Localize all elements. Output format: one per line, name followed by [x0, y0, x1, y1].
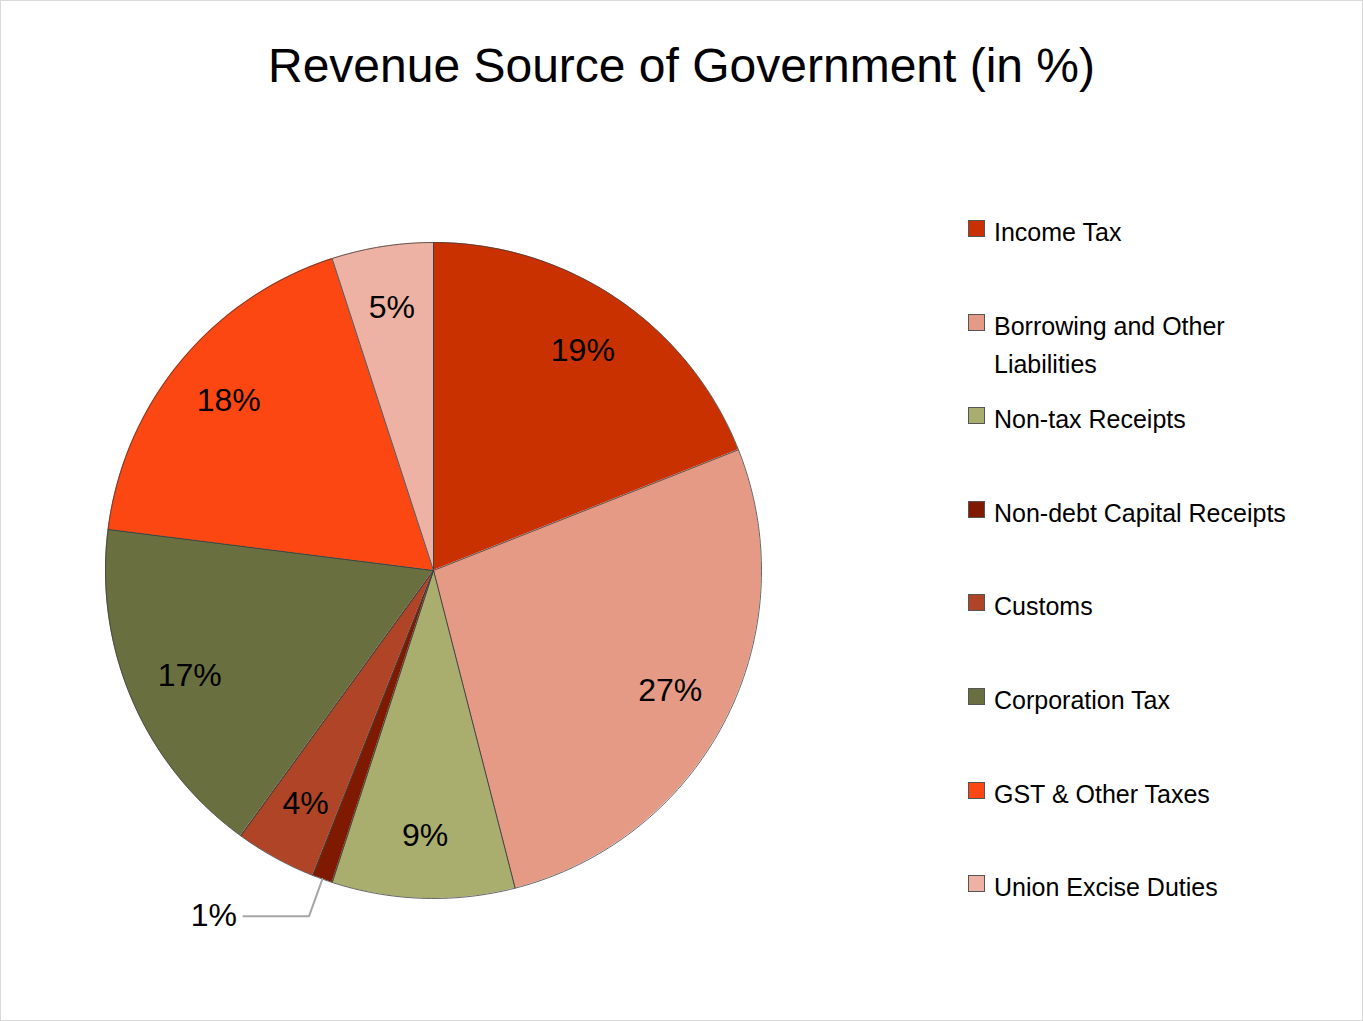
svg-text:9%: 9%: [402, 817, 448, 853]
html-text:Borrowing and Other Liabilitie: Borrowing and Other Liabilities: [994, 311, 1225, 378]
svg-text:1%: 1%: [191, 897, 237, 933]
svg-text:18%: 18%: [197, 382, 261, 418]
html-text:Revenue Source of Government (: Revenue Source of Government (in %): [268, 39, 1095, 92]
svg-text:27%: 27%: [638, 672, 702, 708]
html-text:Corporation Tax: Corporation Tax: [994, 686, 1170, 714]
html-text:Customs: Customs: [994, 592, 1093, 621]
svg-text:5%: 5%: [369, 289, 415, 325]
html-text:Income Tax: Income Tax: [994, 218, 1122, 246]
svg-text:19%: 19%: [551, 332, 615, 368]
svg-text:4%: 4%: [282, 785, 328, 821]
svg-text:17%: 17%: [158, 657, 222, 693]
html-text:GST & Other Taxes: GST & Other Taxes: [994, 779, 1210, 808]
html-text:Non-tax Receipts: Non-tax Receipts: [994, 405, 1186, 434]
html-text:Union Excise Duties: Union Excise Duties: [994, 873, 1218, 902]
html-text:Non-debt Capital Receipts: Non-debt Capital Receipts: [994, 498, 1286, 527]
